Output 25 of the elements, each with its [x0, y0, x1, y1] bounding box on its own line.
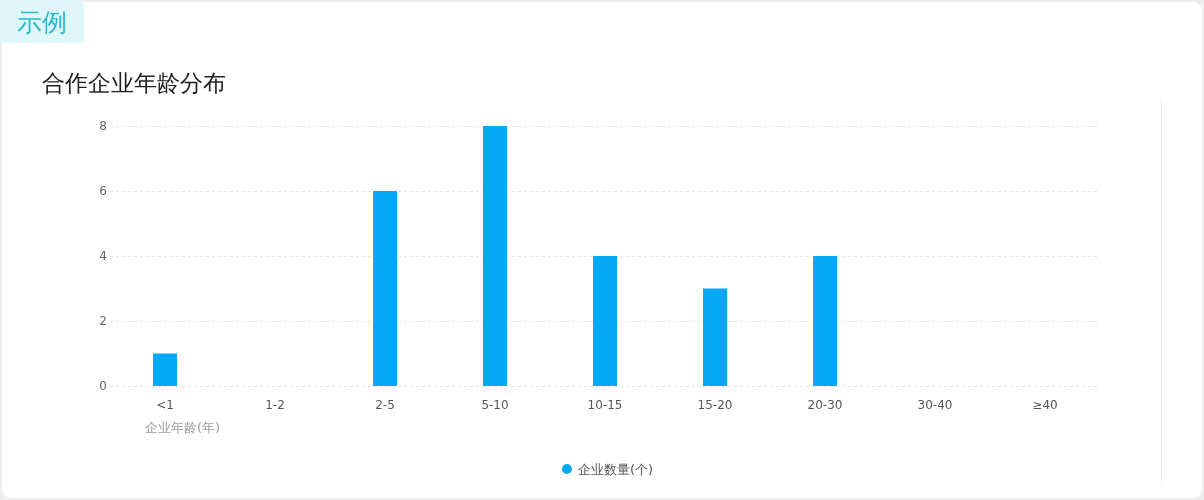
- legend-label: 企业数量(个): [577, 462, 654, 477]
- x-tick-label: 2-5: [375, 398, 395, 412]
- bar: [483, 126, 507, 386]
- x-tick-label: 20-30: [807, 398, 843, 412]
- x-axis-title: 企业年龄(年): [145, 420, 221, 435]
- x-tick-label: 10-15: [587, 398, 623, 412]
- y-tick-label: 2: [99, 314, 107, 328]
- y-tick-label: 8: [99, 119, 107, 133]
- legend: 企业数量(个): [561, 462, 654, 477]
- bar: [593, 256, 617, 386]
- bar: [813, 256, 837, 386]
- x-tick-label: ≥40: [1032, 398, 1058, 412]
- chart-title: 合作企业年龄分布: [42, 70, 226, 96]
- x-tick-label: <1: [156, 398, 174, 412]
- badge: 示例: [0, 0, 84, 43]
- y-tick-label: 6: [99, 184, 107, 198]
- bar: [703, 288, 727, 386]
- bar: [373, 191, 397, 386]
- x-tick-label: 15-20: [697, 398, 733, 412]
- x-tick-label: 30-40: [917, 398, 953, 412]
- y-tick-label: 4: [99, 249, 107, 263]
- bar: [153, 353, 177, 386]
- y-tick-label: 0: [99, 379, 107, 393]
- x-tick-label: 5-10: [481, 398, 509, 412]
- x-tick-label: 1-2: [265, 398, 285, 412]
